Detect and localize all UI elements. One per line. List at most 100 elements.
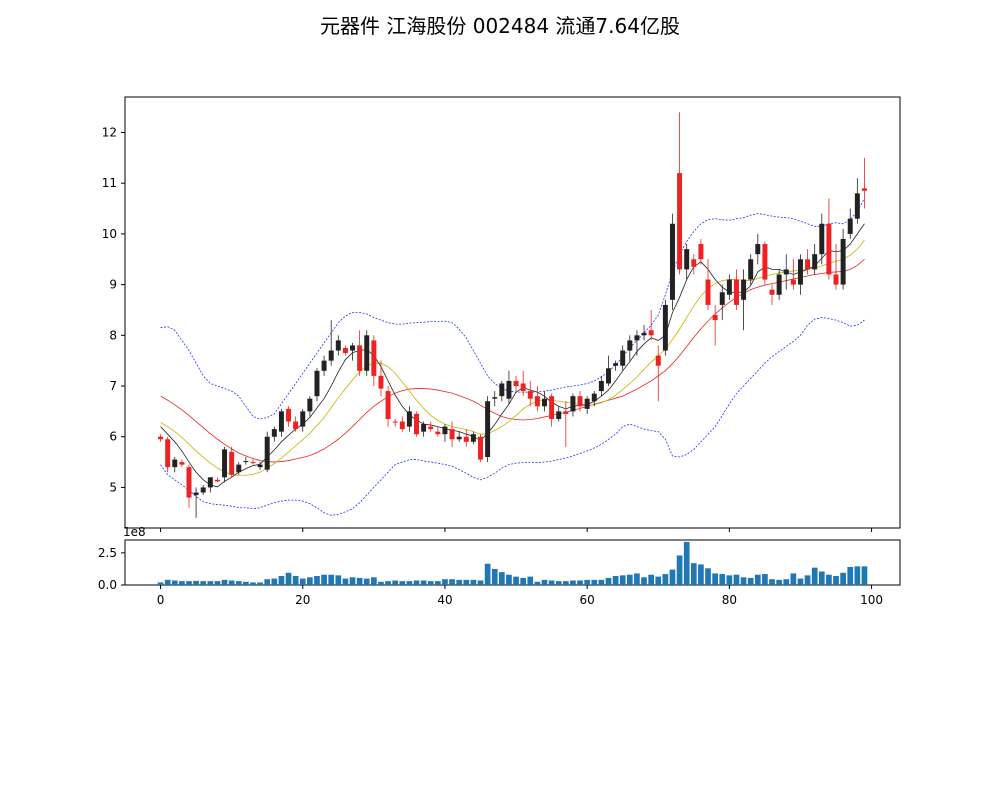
candle-body	[399, 421, 405, 430]
candle-body	[463, 436, 469, 442]
candle-body	[733, 279, 739, 305]
candle-body	[193, 492, 199, 496]
candle-body	[307, 398, 313, 412]
candle-body	[421, 424, 427, 432]
candle-body	[257, 464, 263, 468]
boll-lower-line	[160, 317, 865, 516]
volume-bar	[299, 578, 306, 585]
volume-bar	[619, 575, 626, 585]
volume-bar	[363, 578, 370, 585]
volume-bar	[740, 577, 747, 585]
volume-bar	[413, 580, 420, 585]
volume-bar	[769, 579, 775, 585]
volume-panel: 0.0 2.5 1e8 0 20 40 60 80 100	[98, 525, 901, 607]
candle-body	[186, 467, 192, 498]
x-tick-label: 0	[157, 593, 165, 607]
volume-bar	[356, 577, 363, 585]
volume-bar	[705, 568, 711, 585]
candle-body	[371, 340, 377, 376]
price-y-tick-label: 12	[102, 125, 117, 139]
volume-bar	[243, 581, 249, 585]
volume-y-tick-label: 0.0	[98, 578, 117, 592]
volume-bar	[371, 577, 377, 585]
volume-bar	[818, 571, 825, 585]
candle-body	[442, 426, 448, 435]
volume-bar	[442, 579, 448, 585]
volume-bar	[314, 576, 320, 585]
volume-bar	[221, 579, 228, 585]
volume-bar	[641, 577, 647, 585]
volume-bar	[562, 581, 569, 585]
volume-bar	[349, 577, 356, 585]
candle-body	[556, 411, 562, 419]
volume-bar	[435, 581, 441, 585]
volume-bar	[754, 574, 761, 585]
candle-body	[414, 413, 420, 435]
candle-body	[790, 279, 796, 285]
candle-body	[271, 429, 277, 437]
candle-body	[342, 347, 348, 354]
candle-body	[826, 223, 832, 275]
candle-body	[769, 289, 775, 295]
volume-bar	[484, 563, 491, 585]
volume-bar	[833, 576, 839, 585]
candle-body	[392, 421, 398, 423]
candle-body	[222, 449, 228, 478]
candle-body	[833, 274, 839, 285]
candle-body	[357, 345, 363, 371]
volume-bar	[555, 581, 562, 585]
volume-bar	[328, 574, 335, 585]
candle-body	[534, 396, 540, 407]
candle-body	[577, 396, 583, 407]
volume-bar	[804, 575, 811, 585]
candle-body	[435, 431, 441, 435]
volume-bar	[214, 581, 221, 585]
volume-bar	[420, 580, 427, 585]
volume-bar	[726, 575, 733, 585]
ma10-line	[160, 239, 865, 476]
volume-bar	[406, 581, 413, 585]
volume-bar	[776, 579, 782, 585]
candle-body	[456, 436, 462, 440]
volume-bar	[207, 581, 214, 585]
volume-bar	[541, 579, 548, 585]
volume-bar	[847, 567, 854, 585]
volume-bar	[811, 567, 818, 585]
volume-bar	[392, 580, 399, 585]
candle-body	[819, 223, 825, 255]
volume-bar	[498, 572, 505, 585]
volume-bar	[456, 579, 463, 585]
candle-body	[527, 391, 533, 399]
candle-body	[243, 461, 249, 463]
candle-body	[741, 279, 747, 300]
candle-body	[719, 292, 725, 305]
candle-body	[321, 360, 327, 371]
candle-body	[805, 259, 811, 270]
volume-bar	[605, 577, 612, 585]
volume-bar	[470, 579, 477, 585]
candle-body	[428, 426, 434, 430]
volume-bar	[427, 581, 434, 585]
volume-bar	[506, 574, 512, 585]
volume-bar	[676, 555, 683, 585]
candle-body	[669, 223, 675, 300]
x-tick-label: 60	[580, 593, 595, 607]
x-tick-label: 100	[860, 593, 883, 607]
candle-body	[840, 238, 846, 285]
volume-bar	[342, 578, 349, 585]
price-y-tick-label: 9	[109, 278, 117, 292]
candle-body	[300, 411, 306, 427]
candle-body	[328, 350, 334, 361]
volume-bar	[612, 576, 619, 585]
candle-body	[662, 304, 668, 351]
candle-body	[499, 383, 505, 397]
volume-bar	[335, 575, 342, 585]
price-y-tick-label: 7	[109, 379, 117, 393]
candle-body	[364, 335, 370, 371]
candle-body	[179, 462, 185, 465]
candle-body	[748, 259, 754, 280]
candle-body	[172, 459, 178, 468]
candle-body	[627, 340, 633, 351]
volume-bar	[463, 579, 470, 585]
